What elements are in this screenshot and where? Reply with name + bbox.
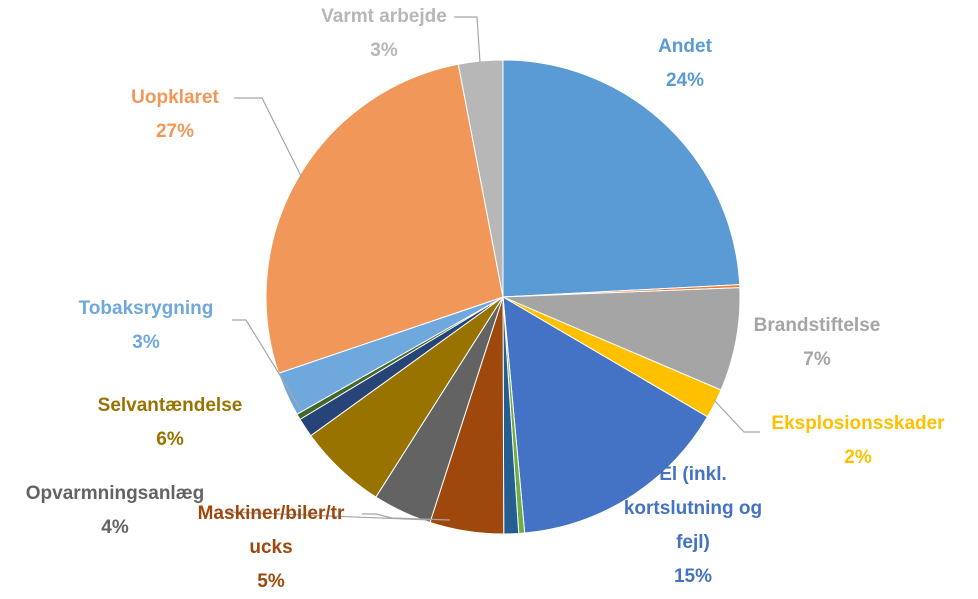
leader-line xyxy=(713,399,760,433)
slice-label: Tobaksrygning 3% xyxy=(61,292,231,360)
value-label: 3% xyxy=(370,40,398,61)
slice xyxy=(502,287,741,391)
pie-chart xyxy=(227,16,760,535)
slice-label: Eksplosionsskader 2% xyxy=(758,407,958,475)
leader-line xyxy=(234,97,303,179)
value-label: 2% xyxy=(844,447,872,468)
slices xyxy=(265,59,741,535)
value-label: 27% xyxy=(155,121,195,142)
leader-line xyxy=(454,16,481,63)
category-label: Maskiner/biler/trucks xyxy=(197,503,345,558)
slice xyxy=(265,63,504,374)
category-label: Tobaksrygning xyxy=(78,298,214,319)
category-label: Varmt arbejde xyxy=(321,6,447,27)
category-label: Uopklaret xyxy=(131,87,219,108)
slice-label: El (inkl. kortslutning og fejl) 15% xyxy=(613,458,773,594)
slice-label: Uopklaret 27% xyxy=(115,81,235,149)
category-label: El (inkl. kortslutning og fejl) xyxy=(623,464,763,553)
leader-line xyxy=(362,513,451,521)
slice-label: Brandstiftelse 7% xyxy=(737,309,897,377)
value-label: 3% xyxy=(132,332,160,353)
slice-label: Maskiner/biler/trucks 5% xyxy=(196,497,346,599)
chart: Andet 24% Brandstiftelse 7% Eksplosionsskade… xyxy=(5,0,958,592)
value-label: 5% xyxy=(257,571,285,592)
value-label: 6% xyxy=(156,429,184,450)
value-label: 7% xyxy=(803,349,831,370)
slice-label: Selvantændelse 6% xyxy=(85,389,255,457)
category-label: Selvantændelse xyxy=(97,395,243,416)
value-label: 4% xyxy=(101,517,129,538)
leader-lines xyxy=(227,16,760,521)
slice-label: Andet 24% xyxy=(625,30,745,98)
category-label: Brandstiftelse xyxy=(753,315,881,336)
value-label: 15% xyxy=(673,566,713,587)
category-label: Opvarmningsanlæg xyxy=(25,483,205,504)
slice xyxy=(502,296,709,534)
category-label: Andet xyxy=(658,36,712,57)
slice xyxy=(457,59,504,298)
slice xyxy=(502,59,741,298)
slice-label: Varmt arbejde 3% xyxy=(304,0,464,68)
leader-line xyxy=(232,319,301,409)
category-label: Eksplosionsskader xyxy=(771,413,945,434)
value-label: 24% xyxy=(665,70,705,91)
slice-label: Opvarmningsanlæg 4% xyxy=(5,477,225,545)
